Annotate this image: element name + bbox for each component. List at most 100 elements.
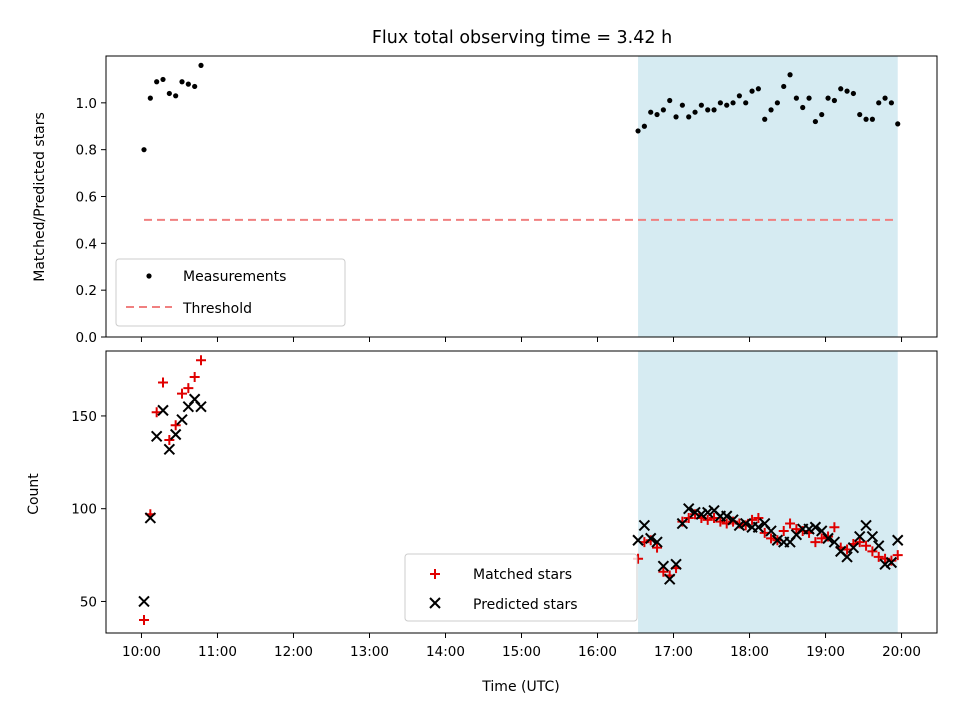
matched-star-point (683, 512, 694, 523)
predicted-star-point (169, 428, 182, 441)
measurement-point (774, 100, 780, 106)
measurement-point (768, 107, 774, 113)
predicted-star-point (809, 521, 822, 533)
predicted-star-point (683, 502, 695, 515)
top-y-ticks: 0.0 0.2 0.4 0.6 0.8 1.0 (76, 96, 106, 346)
measurement-point (793, 95, 799, 101)
predicted-star-point (854, 530, 866, 543)
matched-star-point (778, 525, 789, 536)
predicted-star-point (847, 541, 860, 554)
predicted-star-point (676, 517, 689, 530)
matched-star-point (652, 542, 663, 553)
measurement-point (698, 102, 704, 108)
top-y-tick-label: 0.0 (76, 330, 97, 346)
predicted-star-point (752, 521, 765, 533)
x-tick-label: 19:00 (806, 644, 845, 660)
measurement-point (717, 100, 723, 106)
measurement-point (863, 116, 869, 122)
predicted-star-point (822, 532, 834, 545)
predicted-star-point (841, 551, 853, 563)
predicted-star-point (860, 519, 872, 532)
legend-matched-label: Matched stars (473, 567, 572, 583)
bottom-y-axis-label: Count (26, 473, 42, 515)
matched-star-point (753, 512, 764, 523)
x-tick-label: 18:00 (730, 644, 769, 660)
measurement-point (743, 100, 749, 106)
measurement-point (730, 100, 736, 106)
measurement-point (781, 83, 787, 90)
predicted-star-point (651, 536, 663, 548)
measurement-point (686, 114, 692, 120)
top-y-tick-label: 0.8 (76, 143, 97, 159)
bottom-observing-window (638, 351, 898, 633)
predicted-star-point (765, 525, 777, 537)
x-tick-label: 13:00 (350, 644, 389, 660)
predicted-star-point (176, 413, 188, 426)
predicted-star-point (138, 595, 150, 608)
measurement-point (724, 102, 730, 108)
measurement-point (844, 88, 850, 94)
matched-star-point (690, 509, 701, 520)
predicted-star-point (657, 560, 670, 572)
measurement-point (825, 95, 831, 101)
predicted-star-point (866, 530, 879, 543)
bottom-x-ticks: 10:00 11:00 12:00 13:00 14:00 15:00 16:00 17:00… (122, 633, 921, 660)
predicted-star-point (150, 430, 163, 443)
bottom-axes-frame (105, 350, 938, 634)
measurement-point (749, 88, 755, 94)
measurement-point (736, 93, 742, 99)
matched-star-point (702, 514, 713, 525)
legend-predicted-marker (429, 597, 441, 609)
measurement-point (800, 104, 806, 111)
measurement-point (154, 79, 160, 85)
predicted-star-point (144, 512, 157, 524)
predicted-star-point (702, 506, 714, 519)
bottom-y-ticks: 50 100 150 (71, 409, 106, 610)
predicted-star-point (632, 534, 644, 546)
measurement-point (755, 86, 761, 92)
measurement-point (692, 109, 698, 115)
matched-star-point (189, 371, 200, 382)
matched-star-point (892, 550, 903, 561)
matched-star-point (861, 540, 872, 551)
legend-threshold-label: Threshold (182, 301, 252, 317)
predicted-star-point (689, 506, 701, 519)
bottom-legend-box (404, 553, 638, 622)
measurement-point (762, 116, 768, 122)
measurement-point (185, 81, 191, 87)
predicted-star-point (873, 540, 885, 552)
measurement-point (660, 107, 666, 113)
matched-star-point (177, 388, 188, 399)
measurement-point (711, 107, 717, 113)
top-x-ticks (140, 337, 903, 342)
top-legend-box (115, 258, 346, 327)
predicted-star-point (645, 532, 657, 545)
top-axes-frame (105, 55, 938, 338)
x-axis-label: Time (UTC) (481, 679, 559, 695)
measurement-point (198, 62, 204, 68)
measurement-point (895, 121, 901, 127)
matched-star-point (791, 524, 802, 535)
measurement-point (888, 100, 894, 106)
measurement-point (850, 90, 856, 97)
top-panel: 0.0 0.2 0.4 0.6 0.8 1.0 Matched/Predicted sta… (32, 55, 938, 346)
bottom-y-tick-label: 150 (71, 409, 97, 425)
x-tick-label: 16:00 (578, 644, 617, 660)
predicted-star-point (885, 556, 898, 569)
matched-star-point (823, 531, 834, 542)
legend-measurements-marker (146, 273, 152, 279)
predicted-star-point (828, 536, 841, 548)
predicted-star-point (695, 508, 708, 520)
predicted-star-point (157, 404, 169, 417)
legend-matched-marker (430, 569, 440, 579)
top-legend: Measurements Threshold (115, 258, 346, 327)
measurement-point (857, 111, 863, 118)
predicted-star-point (771, 534, 784, 546)
x-tick-label: 12:00 (274, 644, 313, 660)
predicted-star-point (721, 510, 733, 522)
x-tick-label: 20:00 (882, 644, 921, 660)
matched-star-point (164, 435, 175, 446)
x-tick-label: 10:00 (122, 644, 161, 660)
predicted-star-point (664, 573, 676, 585)
